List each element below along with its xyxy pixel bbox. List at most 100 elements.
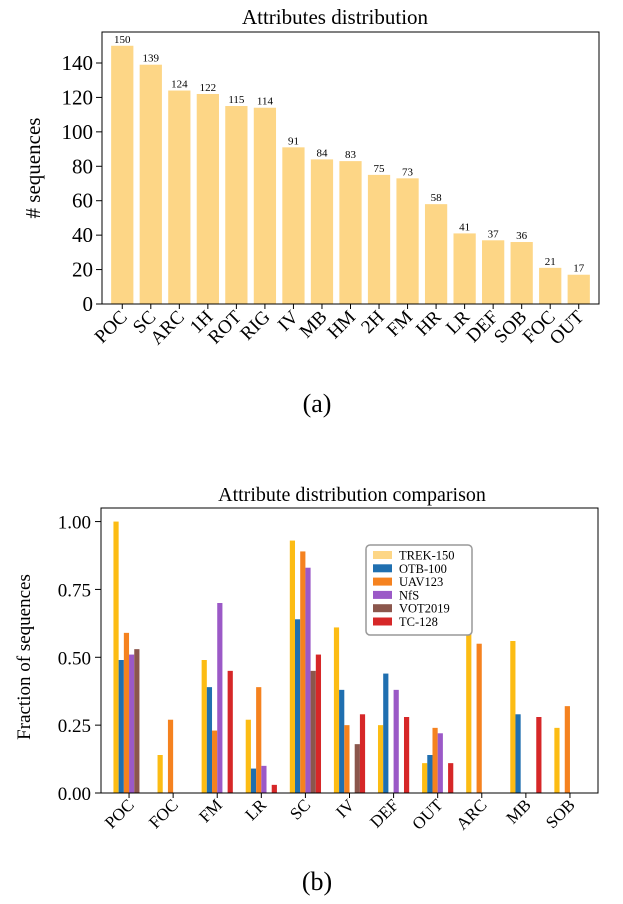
bar-nfs-out bbox=[437, 733, 443, 793]
chart-b-title: Attribute distribution comparison bbox=[218, 484, 486, 506]
bar-1h bbox=[196, 93, 219, 304]
legend-label-otb-100: OTB-100 bbox=[399, 562, 447, 576]
bar-otb-100-fm bbox=[206, 687, 213, 793]
bar-nfs-poc bbox=[129, 654, 135, 793]
legend-swatch-trek-150 bbox=[373, 551, 392, 559]
bar-nfs-def bbox=[393, 689, 399, 793]
bar-foc bbox=[539, 267, 562, 304]
x-tick-label: RIG bbox=[236, 306, 274, 344]
x-tick-label: LR bbox=[241, 795, 270, 824]
bar-tc-128-iv bbox=[359, 714, 366, 793]
y-tick-label: 0.25 bbox=[58, 716, 91, 737]
chart-b-x-ticks: POC FOC FM LR SC IV DEF OUT ARC MB SOB bbox=[101, 793, 579, 834]
bar-tc-128-sc bbox=[315, 654, 322, 793]
bar-otb-100-mb bbox=[515, 714, 521, 793]
x-tick-label: FM bbox=[195, 795, 226, 826]
data-label-out: 17 bbox=[573, 263, 585, 275]
bar-mb bbox=[310, 159, 334, 304]
x-tick-label: POC bbox=[91, 307, 132, 348]
chart-b-ylabel: Fraction of sequences bbox=[14, 574, 35, 740]
y-tick-label: 120 bbox=[62, 85, 94, 109]
bar-uav123-lr bbox=[256, 687, 262, 793]
data-label-mb: 84 bbox=[316, 147, 328, 159]
x-tick-label: OUT bbox=[408, 795, 447, 834]
bar-hr bbox=[424, 204, 448, 304]
legend-label-tc-128: TC-128 bbox=[399, 615, 438, 629]
x-tick-label: FOC bbox=[145, 795, 182, 832]
data-label-rig: 114 bbox=[257, 96, 274, 108]
bar-rot bbox=[225, 106, 248, 304]
x-tick-label: SC bbox=[286, 795, 314, 823]
bar-otb-100-sc bbox=[295, 619, 301, 793]
chart-a-bars bbox=[111, 45, 590, 305]
bar-uav123-poc bbox=[123, 632, 130, 793]
x-tick-label: 2H bbox=[357, 306, 388, 337]
bar-trek-150-lr bbox=[245, 719, 251, 793]
y-tick-label: 100 bbox=[62, 120, 94, 144]
x-tick-label: ARC bbox=[452, 795, 490, 833]
bar-nfs-lr bbox=[261, 765, 267, 793]
data-label-foc: 21 bbox=[545, 256, 556, 268]
bar-2h bbox=[367, 174, 391, 304]
x-tick-label: OUT bbox=[546, 306, 589, 349]
data-label-sc: 139 bbox=[143, 53, 160, 65]
x-tick-label: ARC bbox=[146, 307, 188, 349]
bar-otb-100-iv bbox=[339, 689, 345, 793]
x-tick-label: DEF bbox=[366, 795, 402, 831]
data-label-lr: 41 bbox=[459, 221, 470, 233]
bar-trek-150-iv bbox=[333, 627, 340, 793]
chart-a-frame bbox=[101, 31, 600, 305]
y-tick-label: 60 bbox=[72, 189, 93, 213]
bar-uav123-foc bbox=[167, 719, 174, 793]
legend-label-trek-150: TREK-150 bbox=[399, 549, 455, 563]
bar-iv bbox=[282, 147, 305, 304]
x-tick-label: SOB bbox=[542, 795, 579, 832]
legend-label-vot2019: VOT2019 bbox=[399, 602, 450, 616]
bar-uav123-sc bbox=[300, 551, 306, 793]
chart-a-title: Attributes distribution bbox=[242, 5, 429, 29]
bar-uav123-fm bbox=[212, 730, 218, 793]
chart-b-axis-ticks: 0.00 0.25 0.50 0.75 1.00 bbox=[58, 513, 101, 805]
bar-otb-100-out bbox=[427, 755, 433, 793]
legend-label-uav123: UAV123 bbox=[399, 575, 443, 589]
bar-otb-100-def bbox=[383, 673, 389, 793]
data-label-iv: 91 bbox=[288, 135, 299, 147]
bar-uav123-arc bbox=[476, 643, 482, 793]
caption-a: (a) bbox=[303, 389, 332, 418]
x-tick-label: HM bbox=[324, 307, 361, 344]
data-label-rot: 115 bbox=[228, 94, 245, 106]
x-tick-label: HR bbox=[412, 306, 446, 340]
bar-tc-128-def bbox=[403, 717, 410, 793]
y-tick-label: 140 bbox=[62, 51, 94, 75]
bar-poc bbox=[111, 45, 134, 304]
bar-nfs-sc bbox=[305, 567, 311, 793]
bar-vot2019-sc bbox=[310, 670, 316, 793]
bar-uav123-out bbox=[432, 727, 438, 793]
bar-lr bbox=[453, 233, 476, 304]
bar-tc-128-fm bbox=[227, 670, 233, 793]
bar-nfs-fm bbox=[217, 603, 223, 793]
data-label-fm: 73 bbox=[402, 166, 414, 178]
bar-trek-150-out bbox=[422, 763, 428, 793]
bar-tc-128-mb bbox=[536, 717, 542, 793]
bar-uav123-iv bbox=[344, 725, 350, 793]
bar-sob bbox=[510, 242, 533, 304]
x-tick-label: MB bbox=[503, 795, 535, 827]
bar-sc bbox=[139, 64, 162, 304]
bar-arc bbox=[168, 90, 191, 304]
bar-trek-150-sc bbox=[289, 540, 296, 793]
bar-tc-128-lr bbox=[271, 784, 277, 793]
legend-swatch-nfs bbox=[373, 590, 392, 599]
bar-trek-150-poc bbox=[113, 521, 119, 793]
bar-tc-128-out bbox=[448, 763, 454, 793]
legend-box bbox=[365, 544, 473, 636]
data-label-sob: 36 bbox=[516, 230, 528, 242]
y-tick-label: 0 bbox=[83, 292, 94, 316]
attributes-distribution-chart: Attributes distribution # sequences 0 20 4… bbox=[21, 5, 600, 418]
x-tick-label: IV bbox=[332, 795, 359, 822]
legend-swatch-vot2019 bbox=[373, 604, 392, 613]
legend-swatch-otb-100 bbox=[373, 564, 392, 573]
bar-def bbox=[482, 240, 505, 304]
